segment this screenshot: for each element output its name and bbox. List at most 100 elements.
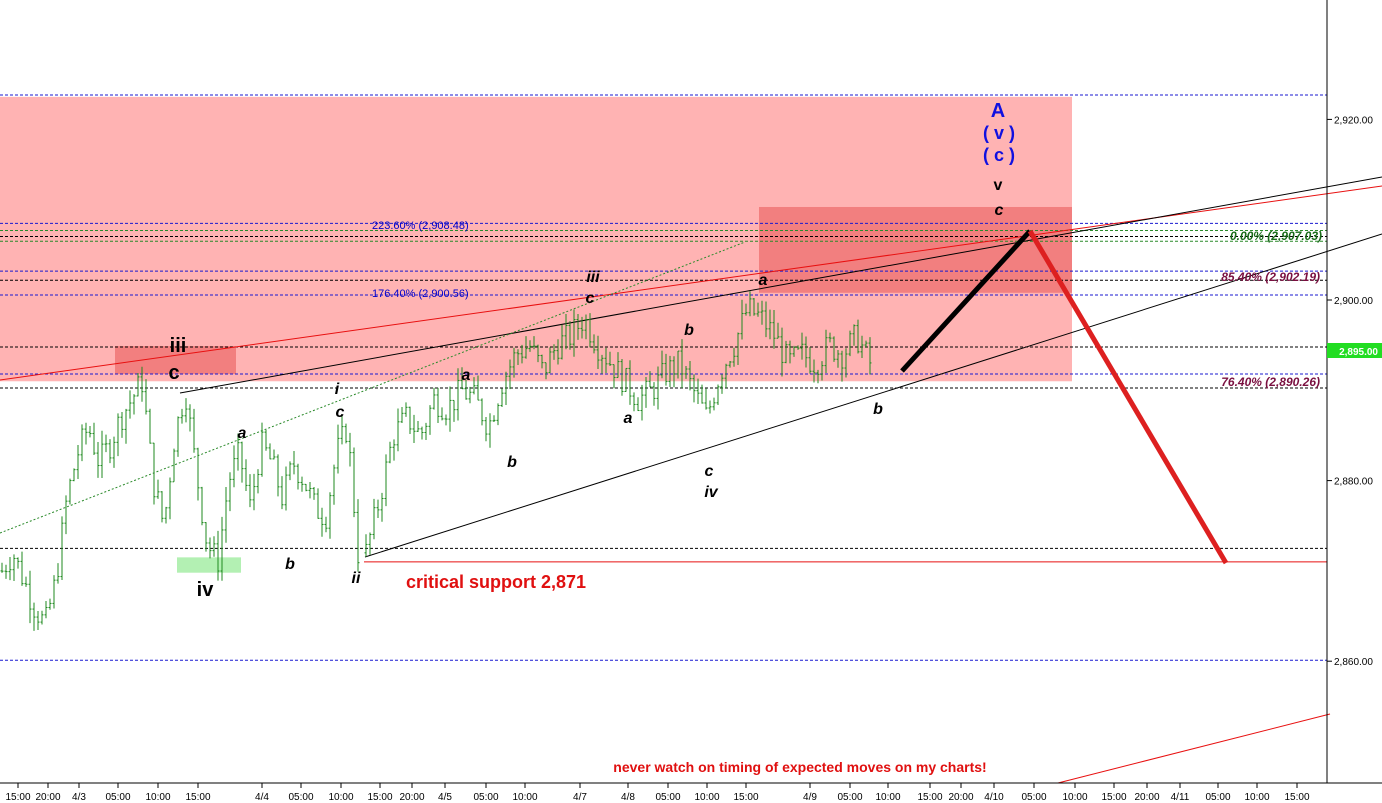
candle [152,442,156,505]
candle [828,332,832,343]
candle [744,303,748,316]
candle [256,469,260,494]
horizontal-levels [0,94,1327,661]
candle [92,422,96,456]
candle [148,408,152,444]
projection-up-leg [900,229,1032,373]
y-tick-label: 2,880.00 [1334,477,1373,488]
candle [608,351,612,366]
x-tick-label: 4/7 [573,792,587,803]
x-tick-label: 05:00 [473,792,498,803]
wave-label-a2: a [462,367,471,384]
candle [328,492,332,539]
candle [820,361,824,381]
candle [496,403,500,426]
y-tick-label: 2,860.00 [1334,657,1373,668]
x-tick-label: 15:00 [367,792,392,803]
wave-label-a3: a [624,410,633,427]
candle [0,562,4,573]
x-tick-label: 4/8 [621,792,635,803]
candle [484,416,488,442]
candle [792,345,796,357]
x-tick-label: 10:00 [694,792,719,803]
x-tick-label: 05:00 [837,792,862,803]
candle [800,332,804,360]
candle [76,444,80,480]
candle [300,476,304,492]
candle [12,554,16,581]
candle [708,400,712,414]
wave-label-v-small: v [994,177,1003,194]
candle [132,394,136,415]
x-tick-label: 05:00 [288,792,313,803]
candle [396,408,400,452]
candle [56,563,60,584]
candle [164,506,168,524]
shaded-zone [115,346,236,375]
x-tick-label: 20:00 [1134,792,1159,803]
x-tick-label: 4/5 [438,792,452,803]
wave-label-i: i [335,381,340,398]
candle [8,556,12,581]
candle [192,408,196,453]
candle [604,347,608,373]
y-axis-ticks: 2,920.00 2,900.00 2,880.00 2,860.00 [1327,115,1373,668]
candle [292,451,296,475]
candle [700,384,704,404]
candle [460,367,464,390]
critical-support-label: critical support 2,871 [406,572,586,592]
candle [548,347,552,374]
candle [680,339,684,389]
candle [508,359,512,390]
y-tick-label: 2,920.00 [1334,115,1373,126]
candle [316,488,320,519]
candle [384,454,388,507]
wave-label-c-top: c [995,202,1004,219]
candle [572,309,576,357]
x-tick-label: 15:00 [5,792,30,803]
x-tick-label: 15:00 [917,792,942,803]
candle [488,413,492,448]
candle [476,375,480,401]
candle [492,415,496,423]
candle [420,426,424,440]
candle [156,479,160,499]
candle [60,516,64,580]
wave-label-c-i: c [336,404,345,421]
x-tick-label: 20:00 [399,792,424,803]
candle [804,336,808,368]
candle [500,388,504,408]
candle [280,476,284,510]
candle [632,392,636,412]
candle [832,336,836,362]
candle [232,445,236,488]
candle [568,321,572,350]
wave-label-c-iii: c [586,290,595,307]
candle [732,347,736,367]
candle [368,532,372,555]
candle [752,297,756,316]
wave-label-b2: b [507,454,517,471]
candle [40,610,44,625]
wave-label-b4: b [873,401,883,418]
wave-label-big-c: c [168,362,179,384]
x-tick-label: 4/4 [255,792,269,803]
candle [404,402,408,417]
candle [332,464,336,505]
candle [812,359,816,383]
candle [320,507,324,537]
shaded-zone [177,557,241,573]
candle [408,406,412,435]
candle [640,384,644,421]
candle [856,319,860,354]
candle [440,407,444,421]
candle [200,486,204,526]
candle [4,564,8,579]
candle [540,354,544,369]
x-tick-label: 4/9 [803,792,817,803]
candle [28,570,32,624]
candle [852,324,856,346]
candle [240,441,244,483]
candle [52,575,56,609]
candle [728,360,732,368]
